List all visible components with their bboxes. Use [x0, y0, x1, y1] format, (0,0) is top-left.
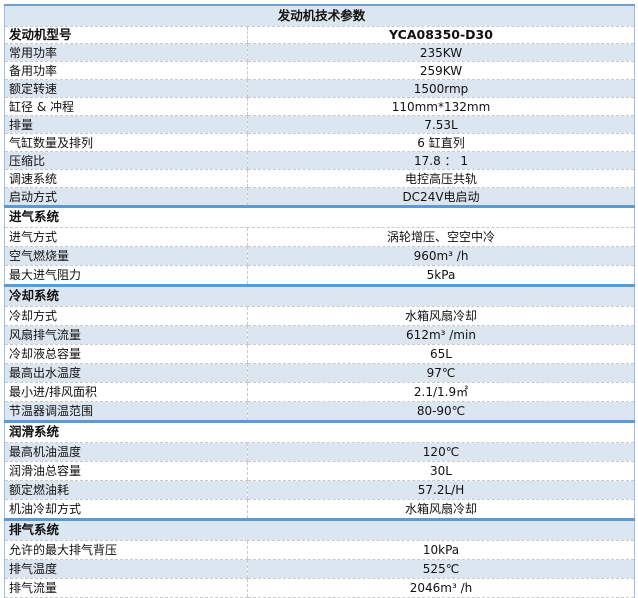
section-header: 排气系统	[4, 518, 635, 541]
table-row: 风扇排气流量 612m³ /min	[4, 325, 635, 345]
param-value: 80-90℃	[247, 401, 635, 422]
table-row: 备用功率 259KW	[4, 61, 635, 80]
param-value: 水箱风扇冷却	[247, 499, 635, 520]
table-row: 最小进/排风面积 2.1/1.9㎡	[4, 382, 635, 402]
table-title: 发动机技术参数	[4, 4, 635, 27]
param-value: 2.1/1.9㎡	[247, 382, 635, 402]
param-value: 5kPa	[247, 265, 635, 286]
section-header: 进气系统	[4, 205, 635, 228]
param-value: 960m³ /h	[247, 246, 635, 266]
table-row: 润滑油总容量 30L	[4, 461, 635, 481]
param-label: 最小进/排风面积	[4, 382, 248, 402]
param-value: 6 缸直列	[247, 133, 635, 152]
param-value: 612m³ /min	[247, 325, 635, 345]
param-label: 最高出水温度	[4, 363, 248, 383]
table-row: 机油冷却方式 水箱风扇冷却	[4, 499, 635, 520]
table-row: 调速系统 电控高压共轨	[4, 169, 635, 188]
section-header-row: 润滑系统	[4, 420, 635, 443]
section-header-row: 冷却系统	[4, 284, 635, 307]
param-label: 机油冷却方式	[4, 499, 248, 520]
table-row: 排气流量 2046m³ /h	[4, 578, 635, 598]
param-label: 排量	[4, 115, 248, 134]
engine-model-value: YCA08350-D30	[247, 26, 635, 44]
table-row: 空气燃烧量 960m³ /h	[4, 246, 635, 266]
param-value: 水箱风扇冷却	[247, 306, 635, 326]
section-header-row: 排气系统	[4, 518, 635, 541]
param-value: 235KW	[247, 43, 635, 62]
param-value: 1500rmp	[247, 79, 635, 98]
section-header: 冷却系统	[4, 284, 635, 307]
param-label: 空气燃烧量	[4, 246, 248, 266]
section-header: 润滑系统	[4, 420, 635, 443]
param-value: 65L	[247, 344, 635, 364]
param-label: 备用功率	[4, 61, 248, 80]
table-row: 排气温度 525℃	[4, 559, 635, 579]
param-value: 2046m³ /h	[247, 578, 635, 598]
table-row: 冷却方式 水箱风扇冷却	[4, 306, 635, 326]
param-label: 最大进气阻力	[4, 265, 248, 286]
param-label: 启动方式	[4, 187, 248, 207]
param-label: 额定燃油耗	[4, 480, 248, 500]
param-value: 涡轮增压、空空中冷	[247, 227, 635, 247]
table-row: 最大进气阻力 5kPa	[4, 265, 635, 286]
param-label: 最高机油温度	[4, 442, 248, 462]
table-row: 额定转速 1500rmp	[4, 79, 635, 98]
param-label: 润滑油总容量	[4, 461, 248, 481]
param-value: 259KW	[247, 61, 635, 80]
param-label: 气缸数量及排列	[4, 133, 248, 152]
param-value: 525℃	[247, 559, 635, 579]
table-row: 最高出水温度 97℃	[4, 363, 635, 383]
param-label: 冷却方式	[4, 306, 248, 326]
engine-model-label: 发动机型号	[4, 26, 248, 44]
section-header-row: 进气系统	[4, 205, 635, 228]
table-row: 压缩比 17.8 ： 1	[4, 151, 635, 170]
param-label: 调速系统	[4, 169, 248, 188]
param-value: 30L	[247, 461, 635, 481]
param-value: DC24V电启动	[247, 187, 635, 207]
param-label: 压缩比	[4, 151, 248, 170]
param-label: 节温器调温范围	[4, 401, 248, 422]
param-value: 17.8 ： 1	[247, 151, 635, 170]
table-row: 启动方式 DC24V电启动	[4, 187, 635, 207]
table-row: 常用功率 235KW	[4, 43, 635, 62]
param-value: 120℃	[247, 442, 635, 462]
table-row: 进气方式 涡轮增压、空空中冷	[4, 227, 635, 247]
param-value: 10kPa	[247, 540, 635, 560]
param-value: 电控高压共轨	[247, 169, 635, 188]
param-label: 冷却液总容量	[4, 344, 248, 364]
param-label: 允许的最大排气背压	[4, 540, 248, 560]
table-row: 缸径 & 冲程 110mm*132mm	[4, 97, 635, 116]
param-label: 进气方式	[4, 227, 248, 247]
param-label: 缸径 & 冲程	[4, 97, 248, 116]
param-value: 57.2L/H	[247, 480, 635, 500]
param-value: 7.53L	[247, 115, 635, 134]
param-label: 风扇排气流量	[4, 325, 248, 345]
param-label: 排气流量	[4, 578, 248, 598]
table-row: 额定燃油耗 57.2L/H	[4, 480, 635, 500]
table-row: 节温器调温范围 80-90℃	[4, 401, 635, 422]
param-value: 97℃	[247, 363, 635, 383]
table-row: 最高机油温度 120℃	[4, 442, 635, 462]
table-row: 允许的最大排气背压 10kPa	[4, 540, 635, 560]
table-row: 气缸数量及排列 6 缸直列	[4, 133, 635, 152]
param-label: 常用功率	[4, 43, 248, 62]
table-title-row: 发动机技术参数	[4, 4, 635, 27]
param-label: 排气温度	[4, 559, 248, 579]
param-value: 110mm*132mm	[247, 97, 635, 116]
engine-model-row: 发动机型号 YCA08350-D30	[4, 26, 635, 44]
param-label: 额定转速	[4, 79, 248, 98]
engine-spec-table: 发动机技术参数 发动机型号 YCA08350-D30 常用功率 235KW 备用功率…	[4, 4, 635, 598]
table-row: 冷却液总容量 65L	[4, 344, 635, 364]
table-row: 排量 7.53L	[4, 115, 635, 134]
